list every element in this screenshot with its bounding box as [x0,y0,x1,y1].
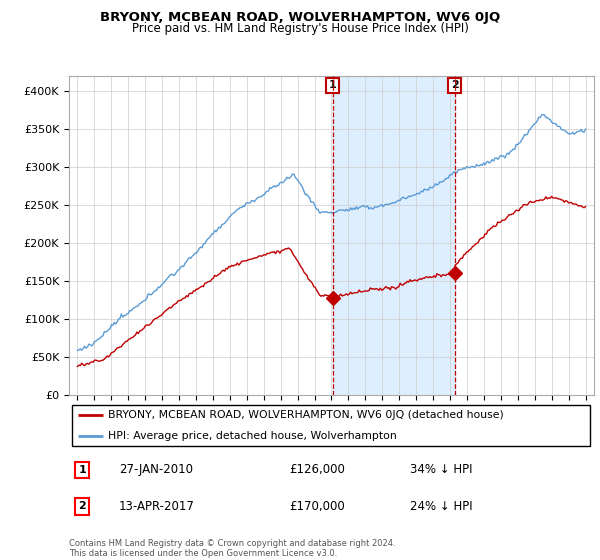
Text: £170,000: £170,000 [290,500,345,513]
Text: 1: 1 [329,81,337,90]
Text: 2: 2 [78,501,86,511]
Text: 1: 1 [78,465,86,475]
Text: 27-JAN-2010: 27-JAN-2010 [119,463,193,477]
Text: 34% ↓ HPI: 34% ↓ HPI [410,463,473,477]
Text: HPI: Average price, detached house, Wolverhampton: HPI: Average price, detached house, Wolv… [109,431,397,441]
Text: 13-APR-2017: 13-APR-2017 [119,500,195,513]
Text: Contains HM Land Registry data © Crown copyright and database right 2024.
This d: Contains HM Land Registry data © Crown c… [69,539,395,558]
FancyBboxPatch shape [71,405,590,446]
Text: 24% ↓ HPI: 24% ↓ HPI [410,500,473,513]
Text: BRYONY, MCBEAN ROAD, WOLVERHAMPTON, WV6 0JQ (detached house): BRYONY, MCBEAN ROAD, WOLVERHAMPTON, WV6 … [109,410,504,421]
Text: BRYONY, MCBEAN ROAD, WOLVERHAMPTON, WV6 0JQ: BRYONY, MCBEAN ROAD, WOLVERHAMPTON, WV6 … [100,11,500,24]
Text: £126,000: £126,000 [290,463,346,477]
Bar [332,76,455,395]
Text: 2: 2 [451,81,458,90]
Text: Price paid vs. HM Land Registry's House Price Index (HPI): Price paid vs. HM Land Registry's House … [131,22,469,35]
